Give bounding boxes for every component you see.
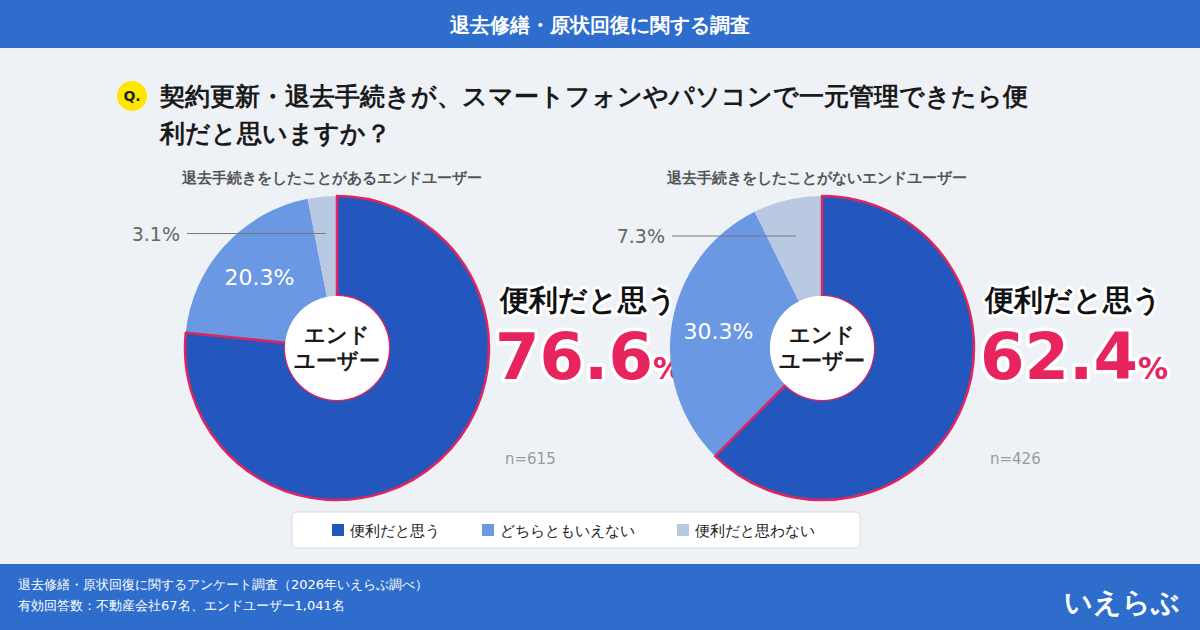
center-label-line: ユーザー — [294, 349, 380, 373]
question-badge: Q. — [123, 88, 140, 104]
question-text: 契約更新・退去手続きが、スマートフォンやパソコンで一元管理できたら便利だと思いま… — [159, 82, 1028, 148]
data-label: 30.3% — [683, 319, 753, 344]
data-label: 3.1% — [132, 223, 180, 245]
pie-slice — [185, 196, 489, 500]
chart-title: 退去手続きをしたことがあるエンドユーザー — [181, 169, 482, 187]
footer-bar — [0, 564, 1200, 630]
pie-slice — [755, 196, 822, 301]
legend-label: 便利だと思わない — [695, 522, 815, 540]
background — [0, 0, 1200, 630]
legend-label: 便利だと思う — [350, 522, 440, 540]
leader-line — [672, 236, 796, 237]
header-bar — [0, 0, 1200, 48]
sample-note: n=426 — [990, 450, 1041, 468]
center-label: エンドユーザー — [779, 323, 865, 373]
question-badge-circle — [117, 81, 147, 111]
logo: いえらぶ — [1064, 586, 1180, 619]
legend-box — [292, 512, 860, 548]
pie-slice — [715, 196, 974, 500]
data-label: 7.3% — [617, 225, 665, 247]
sample-note: n=615 — [505, 450, 556, 468]
legend-label: どちらともいえない — [500, 522, 635, 540]
callout-value: 76.6% — [495, 320, 683, 394]
center-label-line: ユーザー — [779, 349, 865, 373]
callout-category: 便利だと思う — [984, 283, 1162, 317]
center-hole — [770, 296, 874, 400]
callout-category: 便利だと思う — [499, 283, 677, 317]
center-label-line: エンド — [789, 323, 855, 347]
leader-line — [187, 233, 326, 234]
center-hole — [285, 296, 389, 400]
legend-swatch — [482, 524, 494, 536]
data-label: 20.3% — [224, 265, 294, 290]
center-label-line: エンド — [304, 323, 370, 347]
legend: 便利だと思う どちらともいえない 便利だと思わない — [292, 512, 860, 548]
callout-value: 62.4% — [980, 320, 1168, 394]
legend-swatch — [677, 524, 689, 536]
chart-title: 退去手続きをしたことがないエンドユーザー — [666, 169, 967, 187]
legend-swatch — [332, 524, 344, 536]
chart-root: 退去修繕・原状回復に関する調査 Q. 契約更新・退去手続きが、スマートフォンやパソコ… — [0, 0, 1200, 630]
center-label: エンドユーザー — [294, 323, 380, 373]
footer-text: 有効回答数：不動産会社67名、エンドユーザー1,041名 — [18, 598, 345, 613]
pie-chart: エンドユーザー 30.3% 7.3% — [617, 196, 974, 500]
footer-text: 退去修繕・原状回復に関するアンケート調査（2026年いえらぶ調べ） — [18, 577, 428, 592]
pie-slice — [308, 196, 337, 297]
header-title: 退去修繕・原状回復に関する調査 — [449, 13, 750, 37]
pie-chart: エンドユーザー 20.3% 3.1% — [132, 196, 489, 500]
